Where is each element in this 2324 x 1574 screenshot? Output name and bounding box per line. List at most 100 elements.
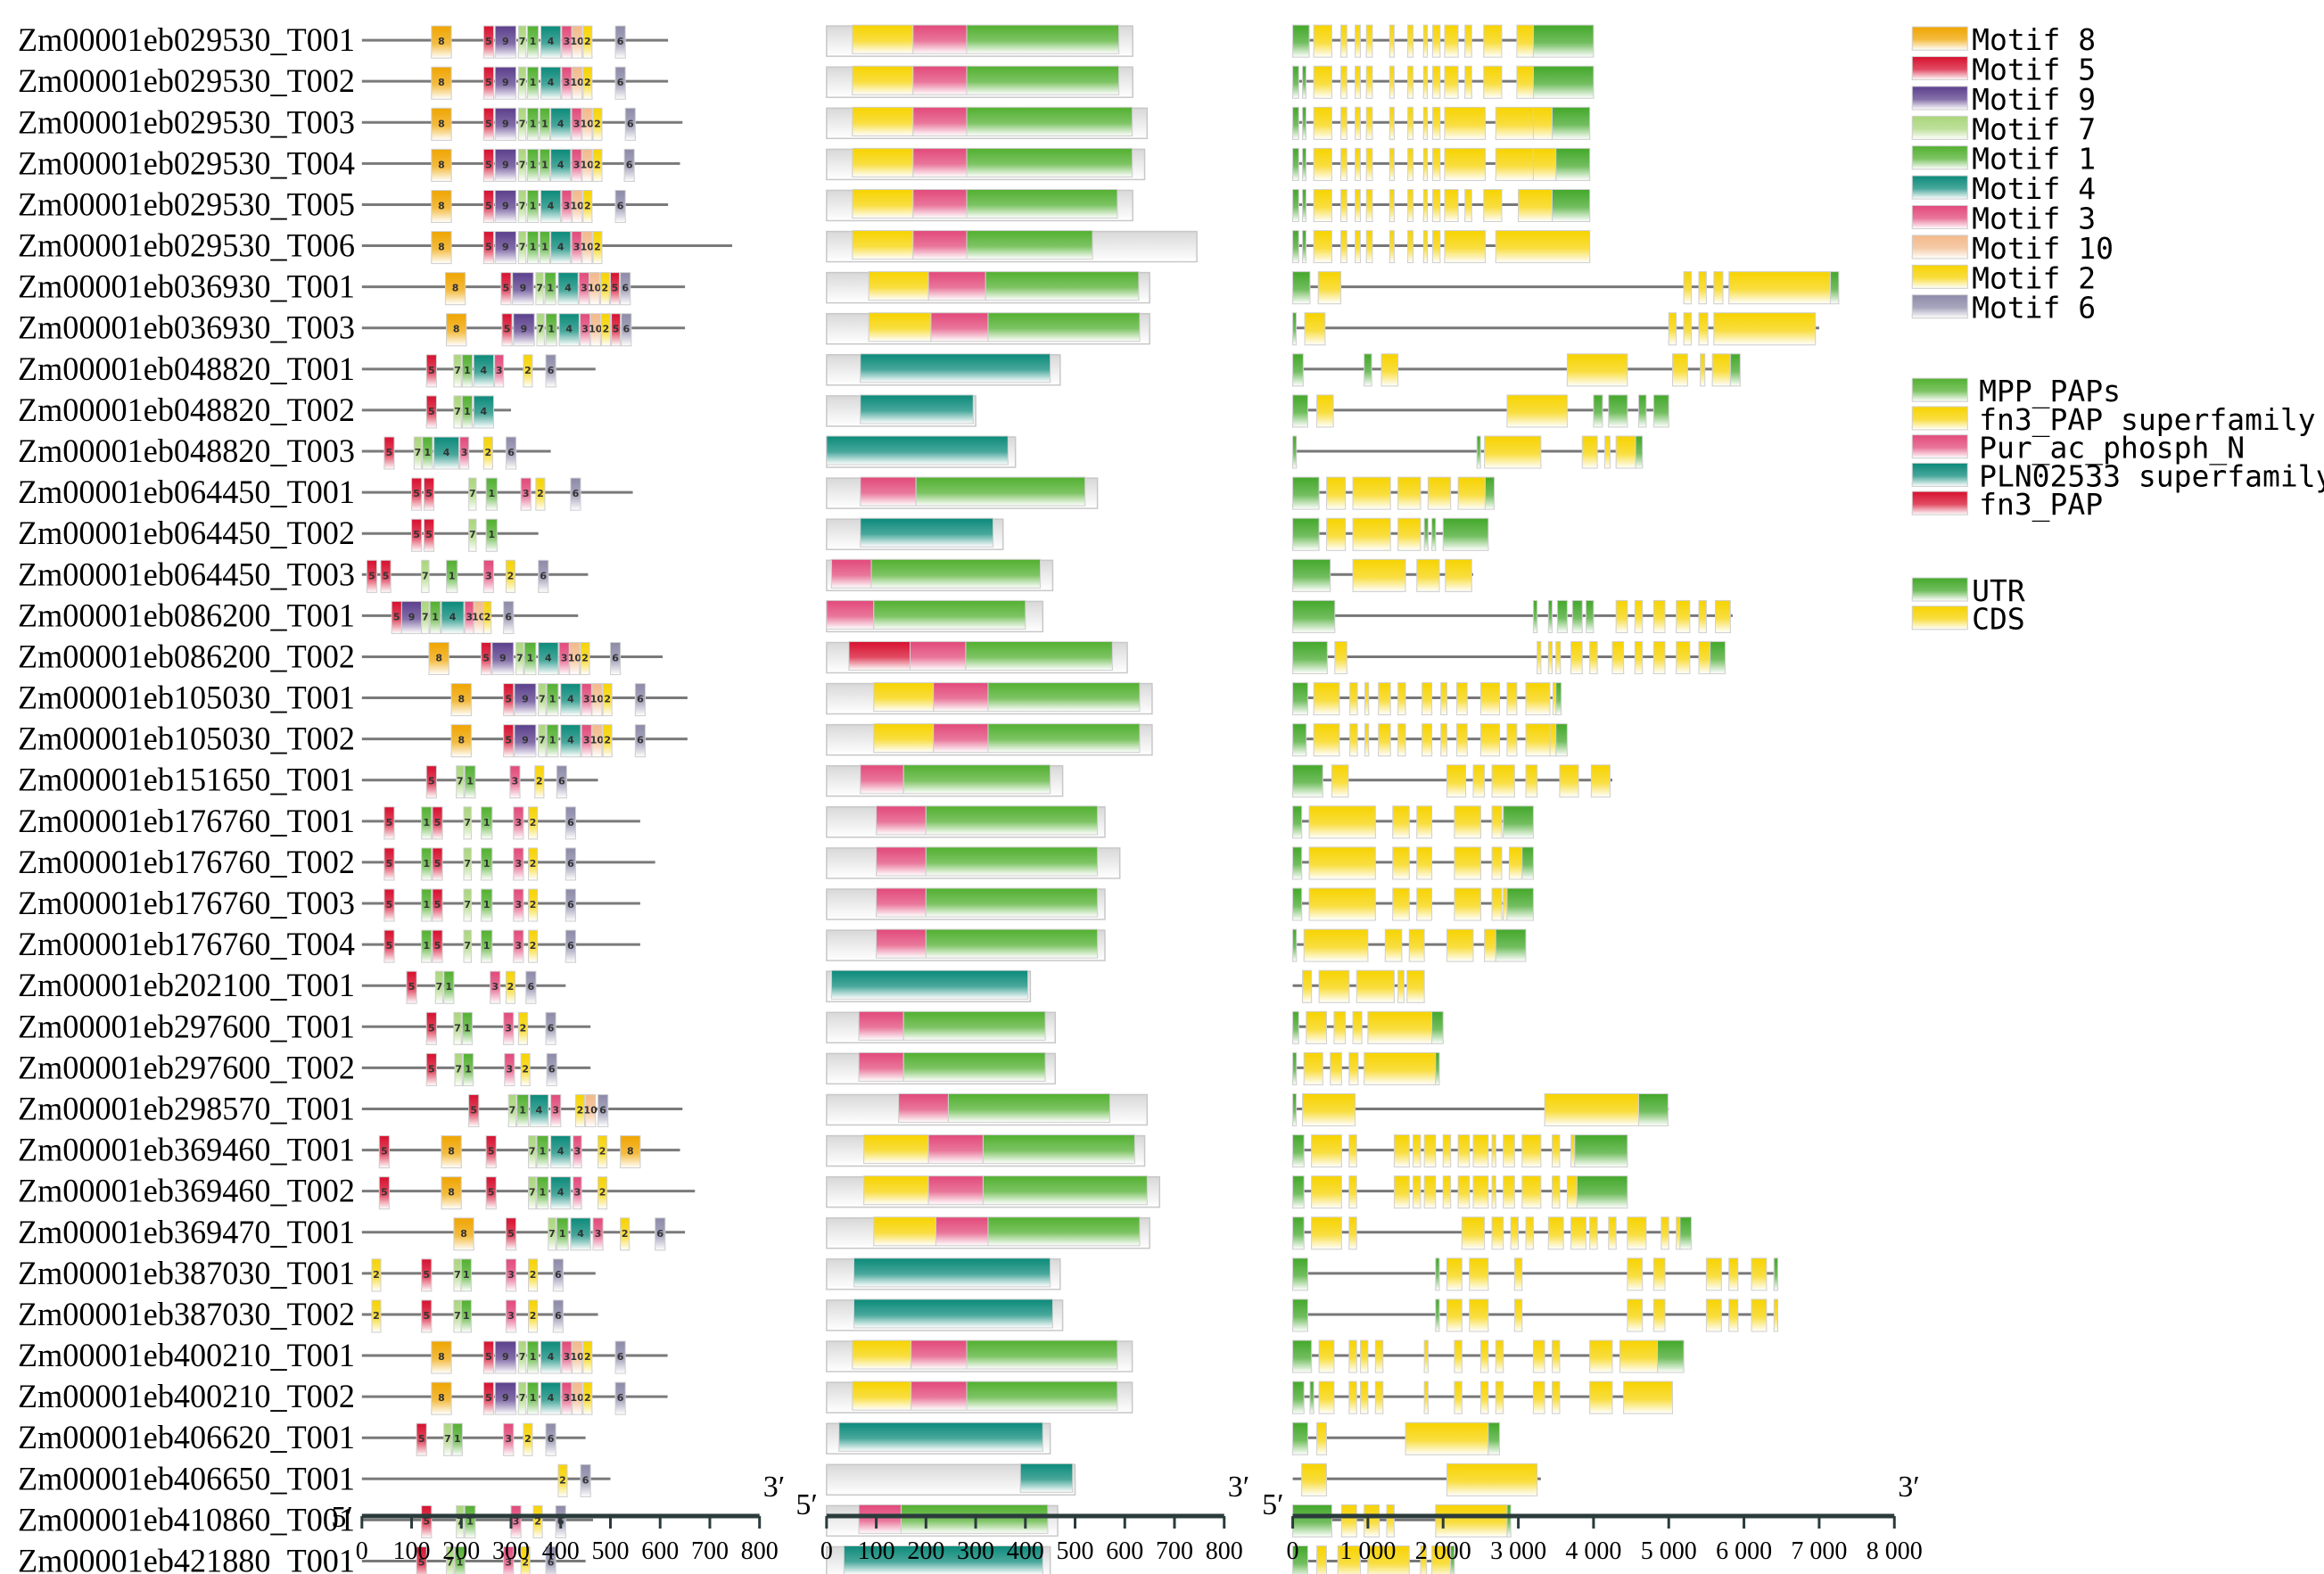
motif-10-box-shade: [572, 1340, 583, 1374]
cds-block-shade: [1446, 928, 1474, 962]
motif-number: 2: [584, 77, 591, 88]
motif-3-box-shade: [513, 847, 524, 881]
utr-block-shade: [1442, 517, 1489, 551]
motif-number: 3: [573, 159, 581, 170]
motif-5-box-shade: [421, 1258, 433, 1292]
motif-1-box: [546, 683, 559, 717]
utr-block-shade: [1292, 1257, 1308, 1291]
cds-block-shade: [1479, 723, 1500, 757]
cds-block: [1454, 846, 1481, 880]
cds-block: [1518, 188, 1553, 222]
legend-label: MPP_PAPs: [1979, 374, 2121, 409]
motif-number: 7: [422, 611, 429, 622]
utr-block: [1302, 106, 1307, 140]
domain-box: [925, 846, 1099, 877]
cds-block-shade: [1483, 65, 1503, 99]
motif-number: 10: [581, 159, 595, 170]
tick-label: 0: [820, 1537, 833, 1565]
utr-block: [1593, 394, 1603, 428]
cds-block-shade: [1423, 1175, 1437, 1209]
cds-block-shade: [1435, 1504, 1508, 1537]
cds-block: [1355, 24, 1361, 58]
cds-block-shade: [1506, 723, 1518, 757]
domain-box: [876, 805, 927, 836]
cds-block-shade: [1728, 1257, 1739, 1291]
cds-block: [1431, 188, 1441, 222]
motif-2-box: [582, 1381, 593, 1415]
motif-number: 8: [627, 1146, 634, 1158]
motif-10-box-shade: [581, 107, 593, 141]
cds-block-shade: [1608, 1216, 1617, 1250]
cds-block-shade: [1472, 764, 1486, 798]
utr-block-shade: [1292, 312, 1298, 346]
motif-number: 7: [464, 899, 471, 911]
motif-2-box: [599, 272, 610, 306]
utr-block-shade: [1292, 394, 1308, 428]
cds-block: [1440, 682, 1447, 716]
motif-9-box: [512, 272, 534, 306]
motif-number: 2: [581, 652, 589, 663]
legend-swatch-shade: [1911, 462, 1968, 487]
legend-label: Motif 7: [1972, 111, 2096, 146]
cds-block-shade: [1365, 230, 1373, 264]
cds-block-shade: [1302, 969, 1313, 1003]
legend-label: CDS: [1972, 602, 2025, 637]
domain-box: [966, 24, 1120, 54]
cds-block-shade: [1408, 928, 1425, 962]
cds-block-shade: [1634, 599, 1644, 633]
motif-number: 6: [622, 283, 629, 294]
motif-8-box-shade: [441, 1135, 462, 1169]
motif-number: 7: [519, 200, 526, 211]
motif-1-box-shade: [421, 929, 433, 963]
motif-number: 9: [502, 159, 509, 170]
cds-block: [1589, 1339, 1613, 1373]
cds-block: [1570, 1216, 1586, 1250]
motif-number: 2: [530, 858, 537, 869]
domain-box: [985, 271, 1140, 301]
utr-block-shade: [1292, 1010, 1299, 1044]
motif-1-box: [539, 148, 550, 182]
cds-block: [1397, 682, 1406, 716]
cds-block-shade: [1454, 1380, 1463, 1414]
cds-block-shade: [1364, 1051, 1437, 1085]
motif-number: 5: [408, 981, 416, 993]
domain-box-shade: [925, 846, 1099, 877]
motif-2-box: [505, 970, 515, 1004]
motif-number: 8: [438, 200, 445, 211]
motif-1-box-shade: [481, 888, 493, 922]
motif-1-box: [481, 847, 493, 881]
cds-block: [1393, 1134, 1410, 1168]
motif-number: 4: [536, 1104, 543, 1116]
motif-5-box: [481, 641, 492, 675]
utr-block: [1292, 887, 1303, 921]
motif-1-box: [526, 1381, 540, 1415]
cds-block: [1331, 764, 1349, 798]
cds-block: [1340, 1504, 1357, 1537]
cds-block: [1389, 188, 1395, 222]
utr-block-shade: [1292, 271, 1311, 305]
motif-2-box-shade: [600, 313, 611, 347]
motif-number: 6: [599, 1104, 606, 1116]
motif-number: 7: [454, 365, 461, 376]
utr-block: [1292, 230, 1299, 264]
cds-block: [1484, 435, 1542, 469]
cds-block-shade: [1416, 846, 1433, 880]
motif-number: 9: [502, 1392, 509, 1404]
cds-block: [1422, 723, 1433, 757]
cds-block-shade: [1423, 1339, 1429, 1373]
motif-number: 6: [627, 118, 634, 129]
motif-number: 5: [423, 1269, 430, 1281]
cds-block: [1469, 1298, 1489, 1332]
domain-box-shade: [909, 640, 967, 671]
motif-number: 4: [565, 324, 573, 335]
motif-1-box-shade: [516, 1093, 530, 1127]
motif-number: 4: [567, 735, 574, 746]
cds-block-shade: [1518, 188, 1553, 222]
utr-block: [1309, 1380, 1314, 1414]
motif-5-box-shade: [482, 25, 495, 59]
cds-block: [1627, 1298, 1644, 1332]
cds-block-shade: [1330, 1051, 1342, 1085]
utr-block: [1450, 1545, 1455, 1574]
domain-box: [987, 1216, 1141, 1247]
domain-box-shade: [863, 1134, 929, 1165]
